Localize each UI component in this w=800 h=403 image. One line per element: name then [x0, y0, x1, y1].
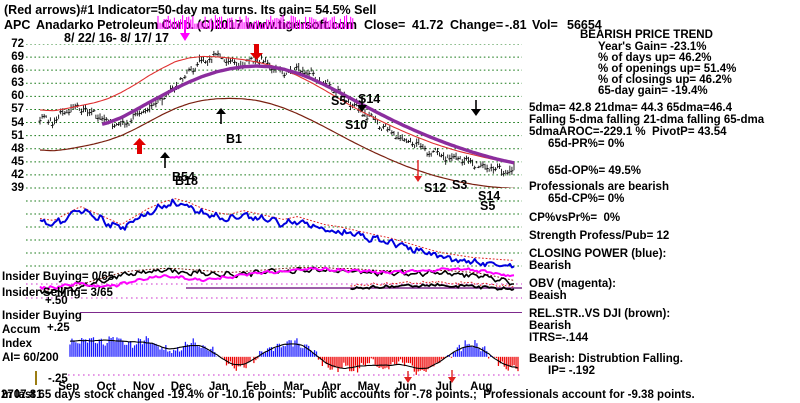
sell-marker-s12: S12 [424, 181, 447, 195]
title-overlay-histogram [157, 15, 354, 29]
header-indicator-line: (Red arrows)#1 Indicator=50-day ma turns… [4, 3, 377, 17]
accum-scale-plus25: +.25 [47, 322, 70, 334]
price-axis-label: 69 [11, 51, 24, 64]
month-label: Aug [470, 381, 493, 393]
stats-distribution: Bearish: Distrubtion Falling. [529, 353, 683, 365]
month-label: Oct [96, 381, 116, 393]
accum-ai-reading: AI= 60/200 [2, 352, 59, 364]
accum-scale-minus25: -.25 [48, 373, 68, 385]
sell-arrow-down-icon [357, 96, 367, 112]
buy-marker-b1: B1 [226, 132, 242, 146]
sell-marker-s14-b: S14 [478, 189, 501, 203]
insider-buying-label: Insider Buying= 0/65 [2, 271, 115, 283]
month-label: Feb [246, 381, 267, 393]
stats-strength: Strength Profess/Pub= 12 [529, 230, 670, 242]
stats-closing-power-value: Bearish [529, 260, 572, 272]
red-sell-tick-arrow-icon [404, 371, 412, 383]
price-axis-label: 57 [11, 103, 24, 116]
magenta-down-arrow-icon [180, 20, 190, 41]
buy-arrow-up-icon [216, 108, 226, 124]
indicator-pane [26, 188, 522, 318]
sell-marker-s3: S3 [452, 178, 468, 192]
accumulation-index-pane [68, 318, 522, 378]
red-sell-tick-arrow-icon [448, 370, 456, 383]
stats-dma-line: 5dma= 42.8 21dma= 44.3 65dma=46.4 [529, 102, 732, 114]
month-label: Nov [132, 381, 155, 393]
header-vol-value: 56654 [567, 18, 602, 32]
red-sell-signal-arrow-icon [250, 44, 263, 60]
insider-zero-line [80, 312, 522, 313]
month-label: Jul [435, 381, 453, 393]
stats-cpvspr: CP%vsPr%= 0% [529, 212, 621, 224]
month-label: Apr [321, 381, 342, 393]
price-axis-label: 72 [11, 38, 24, 50]
stats-aroc-line: 5dmaAROC=-229.1 % PivotP= 43.54 [529, 126, 727, 138]
red-buy-signal-arrow-icon [133, 138, 146, 154]
buy-marker-b18: B18 [175, 174, 198, 188]
axis-tick-mark [35, 371, 37, 385]
accum-scale-plus50: +.50 [45, 295, 68, 307]
header-date-range: 8/ 22/ 16- 8/ 17/ 17 [64, 31, 169, 45]
price-axis-label: 60 [11, 90, 24, 103]
stats-closings-up: % of closings up= 46.2% [598, 74, 732, 86]
sell-marker-s14-a: S14 [358, 92, 381, 106]
buy-arrow-up-icon [160, 152, 170, 168]
month-label: Jun [396, 381, 417, 393]
stats-cp-line: 65d-CP%= 0% [548, 193, 625, 205]
stats-relstr-title: REL.STR..VS DJI (brown): [529, 308, 671, 320]
price-axis-label: 51 [11, 129, 24, 142]
month-label: Jan [208, 381, 229, 393]
stats-title: BEARISH PRICE TREND [580, 29, 713, 41]
footer-summary: In last 65 days stock changed -19.4% or … [2, 389, 695, 401]
header-change-value: -.81 [505, 18, 527, 32]
price-axis-label: 42 [11, 168, 24, 181]
stats-days-up: % of days up= 46.2% [598, 52, 712, 64]
stats-itrs: ITRS=-.144 [529, 332, 589, 344]
buy-marker-b54: B54 [172, 170, 195, 184]
header-close-label: Close= [364, 18, 406, 32]
header-vol-label: Vol= [532, 18, 558, 32]
price-axis-label: 63 [11, 77, 24, 90]
stats-falling-line: Falling 5-dma falling 21-dma falling 65-… [529, 114, 765, 126]
sell-marker-s5-a: S5 [331, 94, 347, 108]
accum-title-line1: Insider Buying [2, 310, 82, 322]
price-axis-label: 39 [11, 182, 24, 194]
month-label: Mar [283, 381, 304, 393]
header-ticker: APC [4, 18, 31, 32]
sell-marker-s10: S10 [345, 118, 368, 132]
accum-title-line2: Accum [2, 324, 41, 336]
month-label: Sep [58, 381, 80, 393]
stats-obv-title: OBV (magenta): [529, 278, 616, 290]
price-axis-label: 54 [11, 116, 24, 129]
stats-professionals: Professionals are bearish [529, 181, 669, 193]
insider-selling-label: Insider Selling= 3/65 [2, 287, 113, 299]
stats-relstr-value: Bearish [529, 320, 572, 332]
month-label: Dec [170, 381, 192, 393]
stats-closing-power-title: CLOSING POWER (blue): [529, 248, 667, 260]
footer-overlap-number: 2707.81 [1, 389, 43, 401]
sell-arrow-down-icon [471, 100, 481, 116]
stats-years-gain: Year's Gain= -23.1% [598, 41, 707, 53]
stats-openings-up: % of openings up= 51.4% [598, 63, 737, 75]
sell-marker-s5-b: S5 [480, 199, 496, 213]
price-axis-label: 45 [11, 155, 24, 168]
red-sell-tick-arrow-icon [414, 160, 422, 182]
stats-65day-gain: 65-day gain= -19.4% [598, 85, 708, 97]
price-chart-pane [26, 44, 522, 188]
stats-ip: IP= -.192 [548, 365, 595, 377]
header-change-label: Change= [450, 18, 504, 32]
header-close-value: 41.72 [412, 18, 444, 32]
accum-title-line3: Index [2, 338, 33, 350]
month-label: May [357, 381, 380, 393]
stats-pr-line: 65d-PR%= 0% [548, 138, 625, 150]
price-axis-label: 48 [11, 142, 24, 155]
price-axis-label: 66 [11, 64, 24, 77]
stats-obv-value: Beaish [529, 290, 567, 302]
stats-op-line: 65d-OP%= 49.5% [548, 165, 642, 177]
